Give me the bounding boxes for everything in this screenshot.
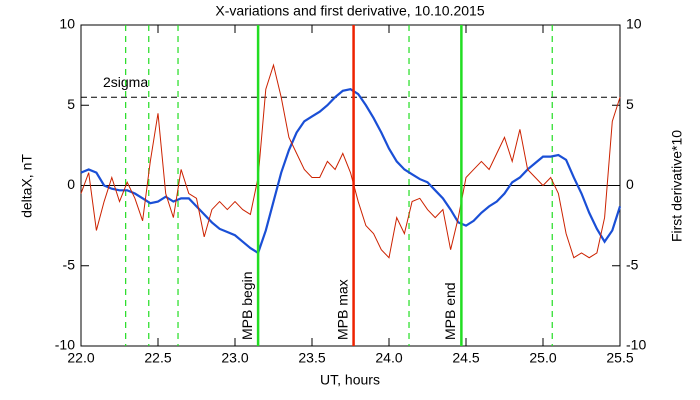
y-tick-label: 0 [67, 176, 75, 192]
y2-tick-label: 0 [626, 176, 634, 192]
chart-title: X-variations and first derivative, 10.10… [215, 3, 484, 19]
x-tick-label: 23.5 [298, 350, 325, 366]
y-tick-label: 5 [67, 96, 75, 112]
y2-tick-label: -5 [626, 256, 639, 272]
x-tick-label: 24.0 [375, 350, 402, 366]
y2-tick-label: 10 [626, 16, 642, 32]
series-line [80, 88, 622, 255]
y2-tick-label: 5 [626, 96, 634, 112]
series-line [80, 63, 621, 259]
x-tick-label: 23.0 [221, 350, 248, 366]
y2-tick-label: -10 [626, 337, 646, 353]
y2-axis-label: First derivative*10 [669, 130, 685, 242]
y-axis-label: deltaX, nT [19, 154, 35, 218]
event-label: MPB max [334, 279, 350, 340]
event-label: MPB end [442, 282, 458, 340]
x-tick-label: 24.5 [452, 350, 479, 366]
y-tick-label: -5 [63, 256, 76, 272]
y-tick-label: 10 [59, 16, 75, 32]
x-tick-label: 22.0 [67, 350, 94, 366]
x-tick-label: 25.5 [606, 350, 633, 366]
x-axis-label: UT, hours [320, 372, 380, 388]
event-label: MPB begin [239, 272, 255, 340]
x-tick-label: 25.0 [529, 350, 556, 366]
x-tick-label: 22.5 [144, 350, 171, 366]
y-tick-label: -10 [55, 337, 75, 353]
